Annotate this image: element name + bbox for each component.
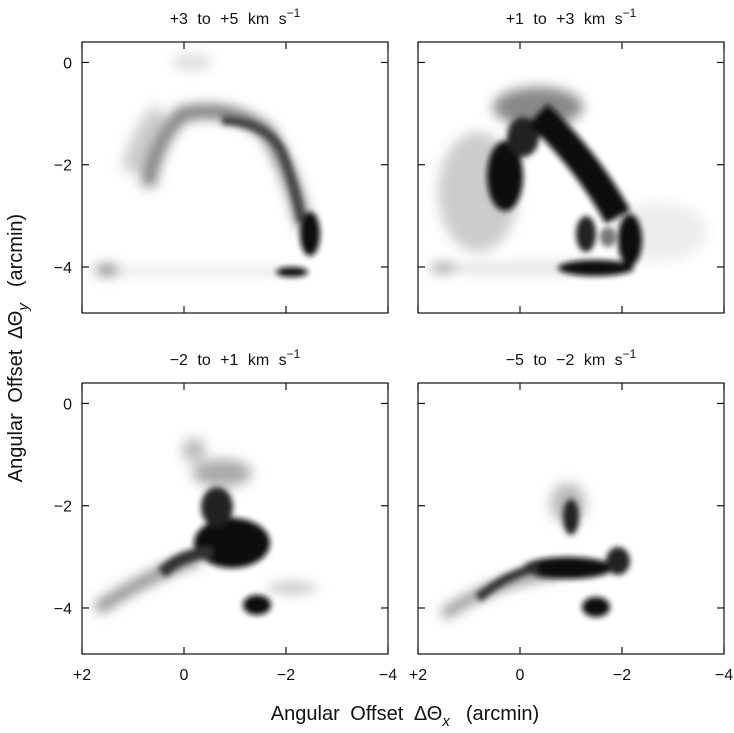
y-tick-label: 0 [63, 55, 72, 72]
x-axis-label: Angular Offset ΔΘx (arcmin) [271, 703, 539, 730]
panel-frame [81, 41, 389, 314]
panel-frame [417, 41, 725, 314]
map-image [440, 483, 630, 620]
x-tick-label: −4 [379, 667, 397, 684]
panel-title-text: −5 to −2 km s [506, 352, 623, 369]
map-image [95, 54, 320, 277]
panel-frame [417, 382, 725, 655]
panel-title: +3 to +5 km s−1 [170, 6, 301, 28]
y-tick-label: −2 [54, 499, 72, 516]
x-tick-label: −2 [613, 667, 631, 684]
y-tick-label: −4 [54, 601, 72, 618]
panel-title-text: +1 to +3 km s [506, 11, 623, 28]
x-tick-label: −2 [277, 667, 295, 684]
panel-title-text: −2 to +1 km s [170, 352, 287, 369]
x-tick-label: 0 [516, 667, 525, 684]
y-tick-label: −4 [54, 260, 72, 277]
panel-title: −5 to −2 km s−1 [506, 347, 637, 369]
panel-title-text: +3 to +5 km s [170, 11, 287, 28]
x-tick-label: 0 [180, 667, 189, 684]
panel-frame [81, 382, 389, 655]
panel-title-sup: −1 [287, 347, 301, 361]
panel-title-sup: −1 [287, 6, 301, 20]
x-tick-label: −4 [715, 667, 733, 684]
panel-title: −2 to +1 km s−1 [170, 347, 301, 369]
y-axis-label: Angular Offset ΔΘy(arcmin) [5, 214, 32, 482]
map-image [93, 438, 317, 615]
x-tick-label: +2 [73, 667, 91, 684]
y-tick-label: 0 [63, 396, 72, 413]
x-tick-label: +2 [409, 667, 427, 684]
panel-title: +1 to +3 km s−1 [506, 6, 637, 28]
map-image [431, 87, 708, 276]
panel-title-sup: −1 [623, 6, 637, 20]
y-tick-label: −2 [54, 158, 72, 175]
panel-title-sup: −1 [623, 347, 637, 361]
